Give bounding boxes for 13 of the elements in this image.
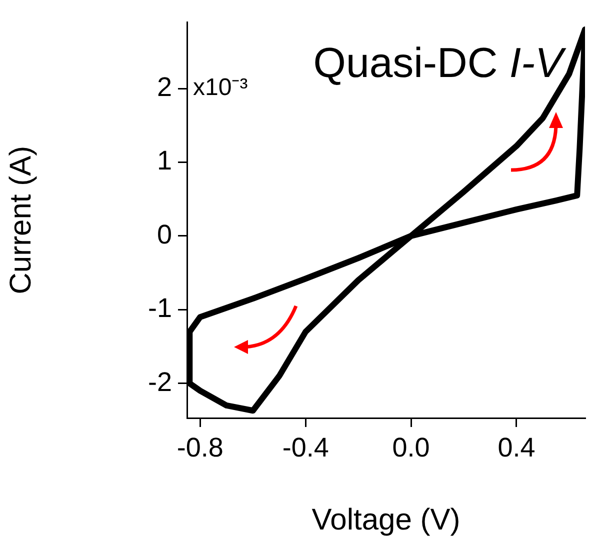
y-axis-title: Current (A): [4, 146, 38, 294]
x-tick-label: 0.4: [498, 432, 536, 463]
chart-title: Quasi-DC I-V: [313, 38, 567, 86]
x-tick-label: -0.4: [282, 432, 329, 463]
y-tick-label: 0: [156, 219, 172, 250]
x-axis-title: Voltage (V): [312, 503, 460, 536]
x-tick-label: -0.8: [176, 432, 224, 463]
y-tick-label: 2: [156, 72, 172, 102]
annotation: x10⁻³: [193, 74, 248, 102]
y-tick-label: 1: [156, 146, 172, 176]
x-tick-label: 0.0: [392, 432, 430, 463]
y-tick-label: -2: [148, 366, 172, 397]
y-tick-label: -1: [148, 293, 172, 324]
